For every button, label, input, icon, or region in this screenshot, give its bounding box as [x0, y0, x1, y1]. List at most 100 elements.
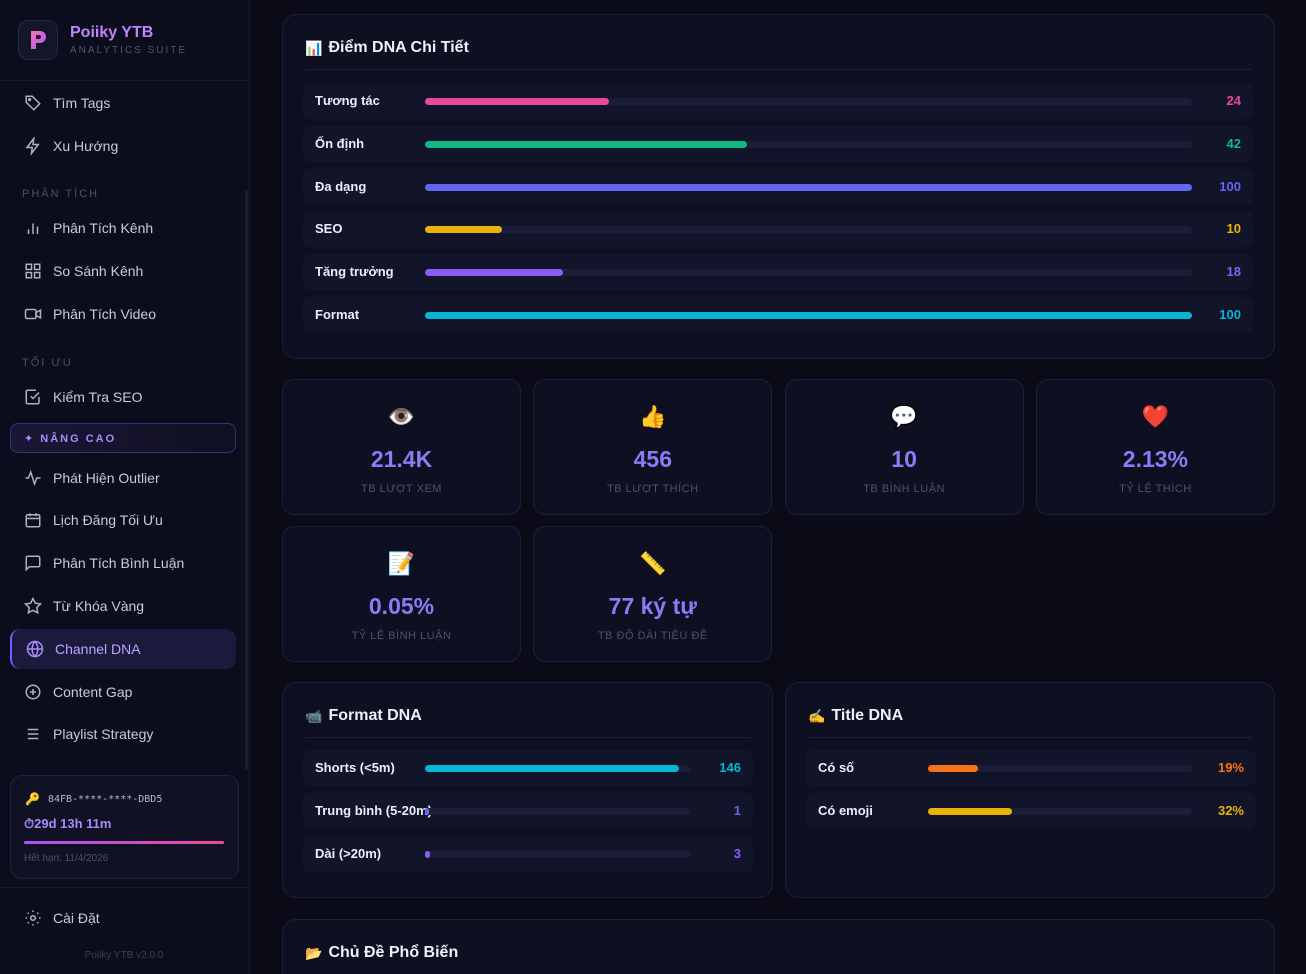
brand-subtitle: ANALYTICS SUITE: [70, 45, 188, 56]
avg-likes-card: 👍 456 TB LƯỢT THÍCH: [533, 379, 773, 515]
thumbs-up-icon: 👍: [639, 404, 667, 429]
dna-score-label: Tăng trưởng: [315, 264, 394, 280]
dna-score-value: 24: [1226, 93, 1241, 108]
video-icon: [23, 304, 43, 324]
dna-score-track: [425, 140, 1192, 148]
dna-score-value: 10: [1226, 221, 1241, 237]
sidebar-item-phat-hien-outlier[interactable]: Phát Hiện Outlier: [10, 458, 236, 498]
dna-score-track: [425, 183, 1192, 191]
globe-icon: [25, 639, 45, 659]
sidebar-item-label: Playlist Strategy: [53, 726, 154, 742]
like-rate-card: ❤️ 2.13% TỶ LỆ THÍCH: [1035, 379, 1275, 515]
sidebar-item-label: So Sánh Kênh: [53, 263, 144, 279]
license-progress-bar: [24, 841, 224, 844]
calendar-icon: [23, 510, 43, 530]
avg-views-card: 👁️ 21.4K TB LƯỢT XEM: [282, 379, 521, 515]
sidebar-item-kiem-tra-seo[interactable]: Kiểm Tra SEO: [10, 377, 236, 417]
dna-score-value: 18: [1226, 264, 1241, 280]
dna-score-label: Format: [315, 307, 360, 322]
sidebar-item-label: Phân Tích Video: [53, 306, 157, 322]
topics-card: 📂 Chủ Đề Phổ Biến: [282, 919, 1275, 974]
list-icon: [23, 724, 43, 744]
dna-scores-title: Điểm DNA Chi Tiết: [328, 39, 469, 56]
grid-icon: [23, 261, 43, 281]
sidebar-item-lich-dang-toi-uu[interactable]: Lịch Đăng Tối Ưu: [10, 500, 236, 540]
ruler-icon: 📏: [639, 551, 667, 576]
brand[interactable]: Poiiky YTB ANALYTICS SUITE: [18, 20, 187, 60]
divider: [0, 887, 249, 888]
format-dna-value: 146: [719, 760, 741, 775]
license-time-left: ⏱29d 13h 11m: [24, 816, 112, 831]
speech-bubble-icon: 💬: [890, 404, 918, 429]
sidebar-item-channel-dna[interactable]: Channel DNA: [10, 629, 236, 669]
format-dna-value: 1: [733, 803, 741, 818]
format-dna-title: Format DNA: [328, 707, 422, 724]
avg-comments-value: 10: [891, 446, 917, 472]
dna-score-track: [425, 312, 1192, 319]
settings-button[interactable]: Cài Đặt: [10, 898, 236, 938]
license-card: 🔑 84FB-****-****-DBD5 ⏱29d 13h 11m Hết h…: [10, 775, 239, 879]
title-dna-fill: [928, 808, 1013, 815]
avg-likes-label: TB LƯỢT THÍCH: [607, 483, 699, 495]
dna-score-track: [425, 269, 1192, 277]
title-dna-track: [928, 808, 1192, 815]
avg-views-value: 21.4K: [370, 446, 433, 472]
sidebar-item-tim-tags[interactable]: Tìm Tags: [10, 83, 236, 123]
sidebar-item-playlist-strategy[interactable]: Playlist Strategy: [10, 714, 236, 754]
sidebar-item-phan-tich-binh-luan[interactable]: Phân Tích Bình Luận: [10, 543, 236, 583]
gear-icon: [23, 908, 43, 928]
sidebar-item-xu-huong[interactable]: Xu Hướng: [10, 126, 236, 166]
dna-score-value: 42: [1226, 135, 1241, 151]
title-dna-fill: [928, 765, 979, 772]
comment-icon: [23, 553, 43, 573]
format-dna-track: [425, 765, 690, 772]
app-version: Poiiky YTB v2.0.0: [84, 950, 164, 961]
dna-score-row: Tương tác 24: [303, 83, 1253, 119]
section-label-analysis: PHÂN TÍCH: [22, 188, 100, 200]
writing-hand-icon: ✍️: [808, 707, 826, 724]
sidebar-item-phan-tich-kenh[interactable]: Phân Tích Kênh: [10, 208, 236, 248]
sidebar-item-label: Phát Hiện Outlier: [53, 470, 160, 486]
title-dna-title: Title DNA: [831, 707, 904, 724]
dna-score-row: SEO 10: [303, 211, 1253, 248]
dna-score-fill: [425, 183, 1192, 191]
license-expiry: Hết hạn: 11/4/2026: [24, 853, 109, 864]
like-rate-label: TỶ LỆ THÍCH: [1119, 483, 1192, 495]
avg-comments-card: 💬 10 TB BÌNH LUẬN: [784, 379, 1024, 515]
divider: [305, 737, 750, 738]
pulse-icon: [23, 468, 43, 488]
sidebar: Poiiky YTB ANALYTICS SUITE Tìm Tags Xu H…: [0, 0, 250, 974]
title-dna-label: Có emoji: [818, 803, 873, 818]
format-dna-fill: [425, 765, 680, 772]
dna-score-value: 100: [1219, 178, 1241, 194]
dna-score-fill: [425, 226, 502, 234]
bar-chart-icon: [23, 218, 43, 238]
format-dna-track: [425, 851, 690, 858]
format-dna-fill: [425, 808, 429, 815]
avg-likes-value: 456: [633, 446, 672, 472]
sidebar-item-label: Từ Khóa Vàng: [53, 598, 145, 614]
avg-title-length-value: 77 ký tự: [608, 593, 697, 619]
sidebar-item-label: Phân Tích Kênh: [53, 220, 154, 236]
sidebar-item-label: Channel DNA: [55, 641, 141, 657]
eye-icon: 👁️: [387, 404, 416, 429]
format-dna-label: Trung bình (5-20m): [315, 803, 432, 818]
format-dna-track: [425, 808, 690, 815]
sidebar-item-tu-khoa-vang[interactable]: Từ Khóa Vàng: [10, 586, 236, 626]
heart-icon: ❤️: [1141, 404, 1170, 429]
sidebar-item-label: Lịch Đăng Tối Ưu: [53, 512, 163, 528]
sidebar-item-phan-tich-video[interactable]: Phân Tích Video: [10, 294, 236, 334]
avg-title-length-label: TB ĐỘ DÀI TIÊU ĐỀ: [597, 630, 708, 642]
divider: [0, 80, 249, 81]
sidebar-item-label: Kiểm Tra SEO: [53, 389, 143, 405]
sidebar-item-content-gap[interactable]: Content Gap: [10, 672, 236, 712]
dna-score-track: [425, 226, 1192, 234]
brand-title: Poiiky YTB: [70, 24, 154, 41]
dna-score-label: SEO: [315, 221, 343, 237]
sidebar-item-so-sanh-kenh[interactable]: So Sánh Kênh: [10, 251, 236, 291]
dna-score-label: Ổn định: [315, 135, 365, 151]
comment-rate-card: 📝 0.05% TỶ LỆ BÌNH LUẬN: [282, 526, 521, 662]
format-dna-fill: [425, 851, 431, 858]
sidebar-scrollbar[interactable]: [245, 190, 248, 770]
title-dna-card: ✍️ Title DNA Có số 19% Có emoji 32%: [785, 682, 1275, 898]
